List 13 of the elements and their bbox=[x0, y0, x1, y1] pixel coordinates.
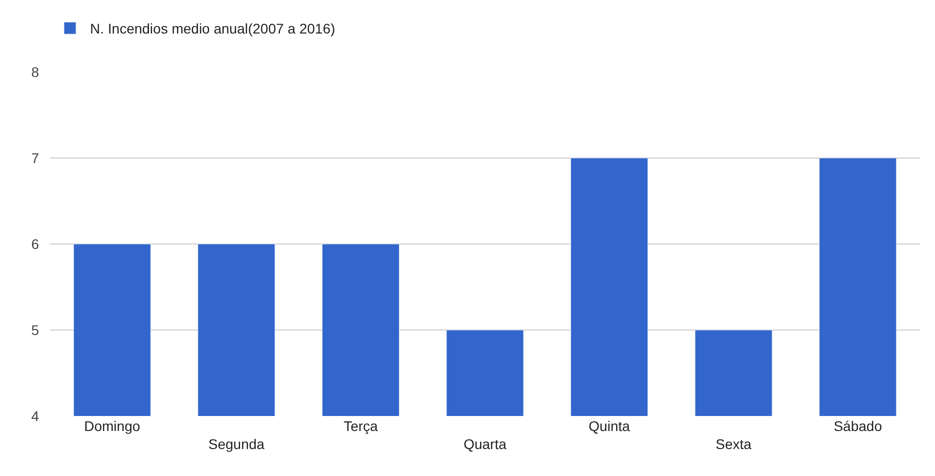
x-tick-label: Sábado bbox=[834, 418, 882, 434]
legend-label: N. Incendios medio anual(2007 a 2016) bbox=[90, 20, 336, 37]
x-tick-label: Quarta bbox=[464, 436, 507, 452]
y-tick-label: 5 bbox=[31, 322, 40, 338]
x-tick-label: Domingo bbox=[84, 418, 140, 434]
x-tick-label: Segunda bbox=[208, 436, 265, 452]
x-tick-label: Terça bbox=[344, 418, 378, 434]
y-tick-label: 6 bbox=[31, 236, 40, 252]
y-tick-label: 8 bbox=[31, 64, 40, 80]
x-tick-label: Quinta bbox=[588, 418, 630, 434]
y-tick-label: 4 bbox=[31, 408, 40, 424]
y-tick-label: 7 bbox=[31, 150, 40, 166]
x-tick-label: Sexta bbox=[716, 436, 752, 452]
